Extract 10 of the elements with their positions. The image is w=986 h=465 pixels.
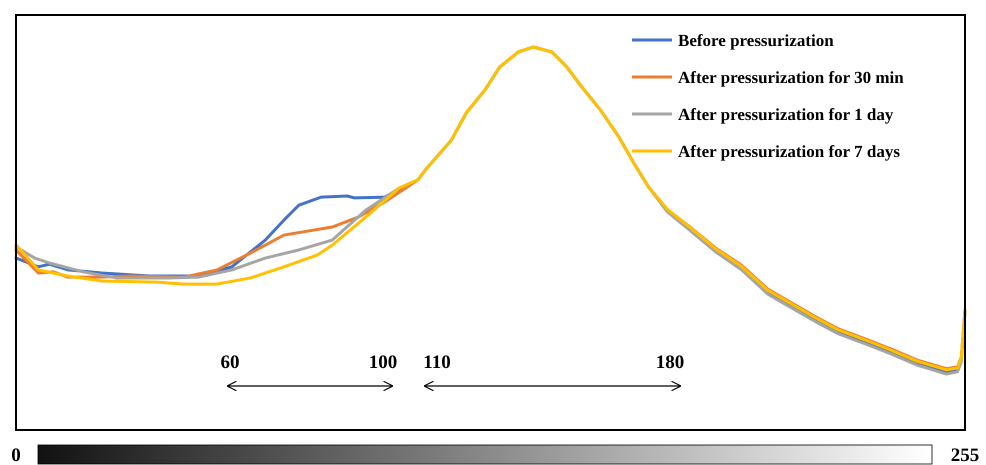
legend-label: After pressurization for 1 day — [678, 105, 894, 124]
annotation: 110 — [423, 352, 451, 373]
legend-label: After pressurization for 7 days — [678, 142, 900, 161]
x-tick-label: 0 — [11, 445, 21, 465]
annotation: 100 — [368, 352, 398, 373]
legend-label: Before pressurization — [678, 31, 834, 50]
annotation: 60 — [220, 352, 240, 373]
x-tick-label: 255 — [950, 445, 980, 465]
legend-label: After pressurization for 30 min — [678, 68, 904, 87]
annotation: 180 — [656, 352, 684, 373]
